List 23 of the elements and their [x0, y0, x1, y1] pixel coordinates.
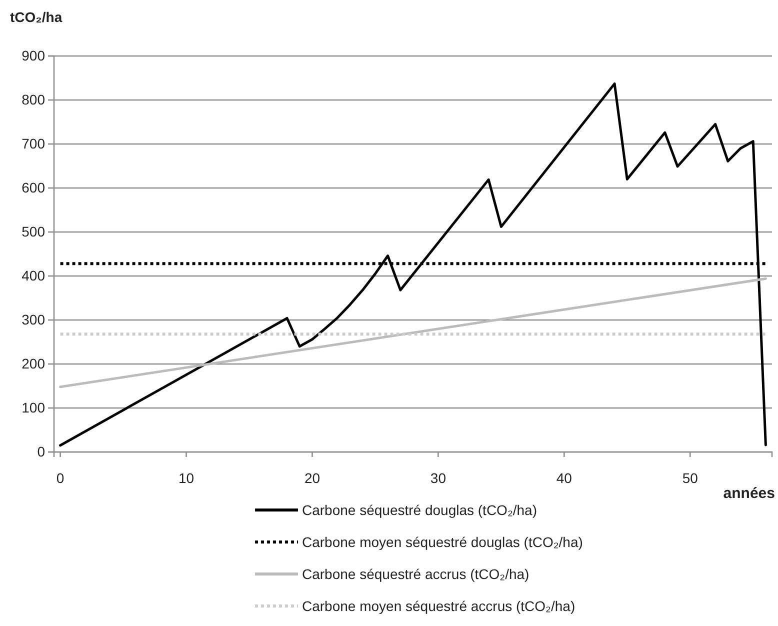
x-axis-title: années: [723, 485, 775, 502]
legend-label: Carbone séquestré douglas (tCO₂/ha): [302, 502, 538, 518]
legend-label: Carbone moyen séquestré accrus (tCO₂/ha): [302, 598, 576, 614]
x-tick-label: 30: [430, 470, 446, 486]
y-tick-label: 800: [22, 91, 46, 108]
y-tick-label: 600: [22, 179, 46, 196]
legend-label: Carbone moyen séquestré douglas (tCO₂/ha): [302, 534, 583, 550]
y-tick-label: 100: [22, 399, 46, 416]
x-tick-label: 40: [556, 470, 572, 486]
y-tick-label: 900: [22, 47, 46, 64]
y-tick-label: 500: [22, 223, 46, 240]
y-tick-label: 200: [22, 355, 46, 372]
y-tick-label: 700: [22, 135, 46, 152]
y-axis-title: tCO₂/ha: [10, 9, 62, 25]
legend-label: Carbone séquestré accrus (tCO₂/ha): [302, 566, 530, 582]
y-tick-label: 300: [22, 311, 46, 328]
line-series: [59, 82, 767, 447]
y-tick-label: 0: [37, 443, 46, 460]
x-tick-label: 0: [56, 470, 64, 486]
y-tick-label: 400: [22, 267, 46, 284]
x-tick-label: 10: [178, 470, 194, 486]
x-tick-label: 20: [304, 470, 320, 486]
x-tick-label: 50: [682, 470, 698, 486]
